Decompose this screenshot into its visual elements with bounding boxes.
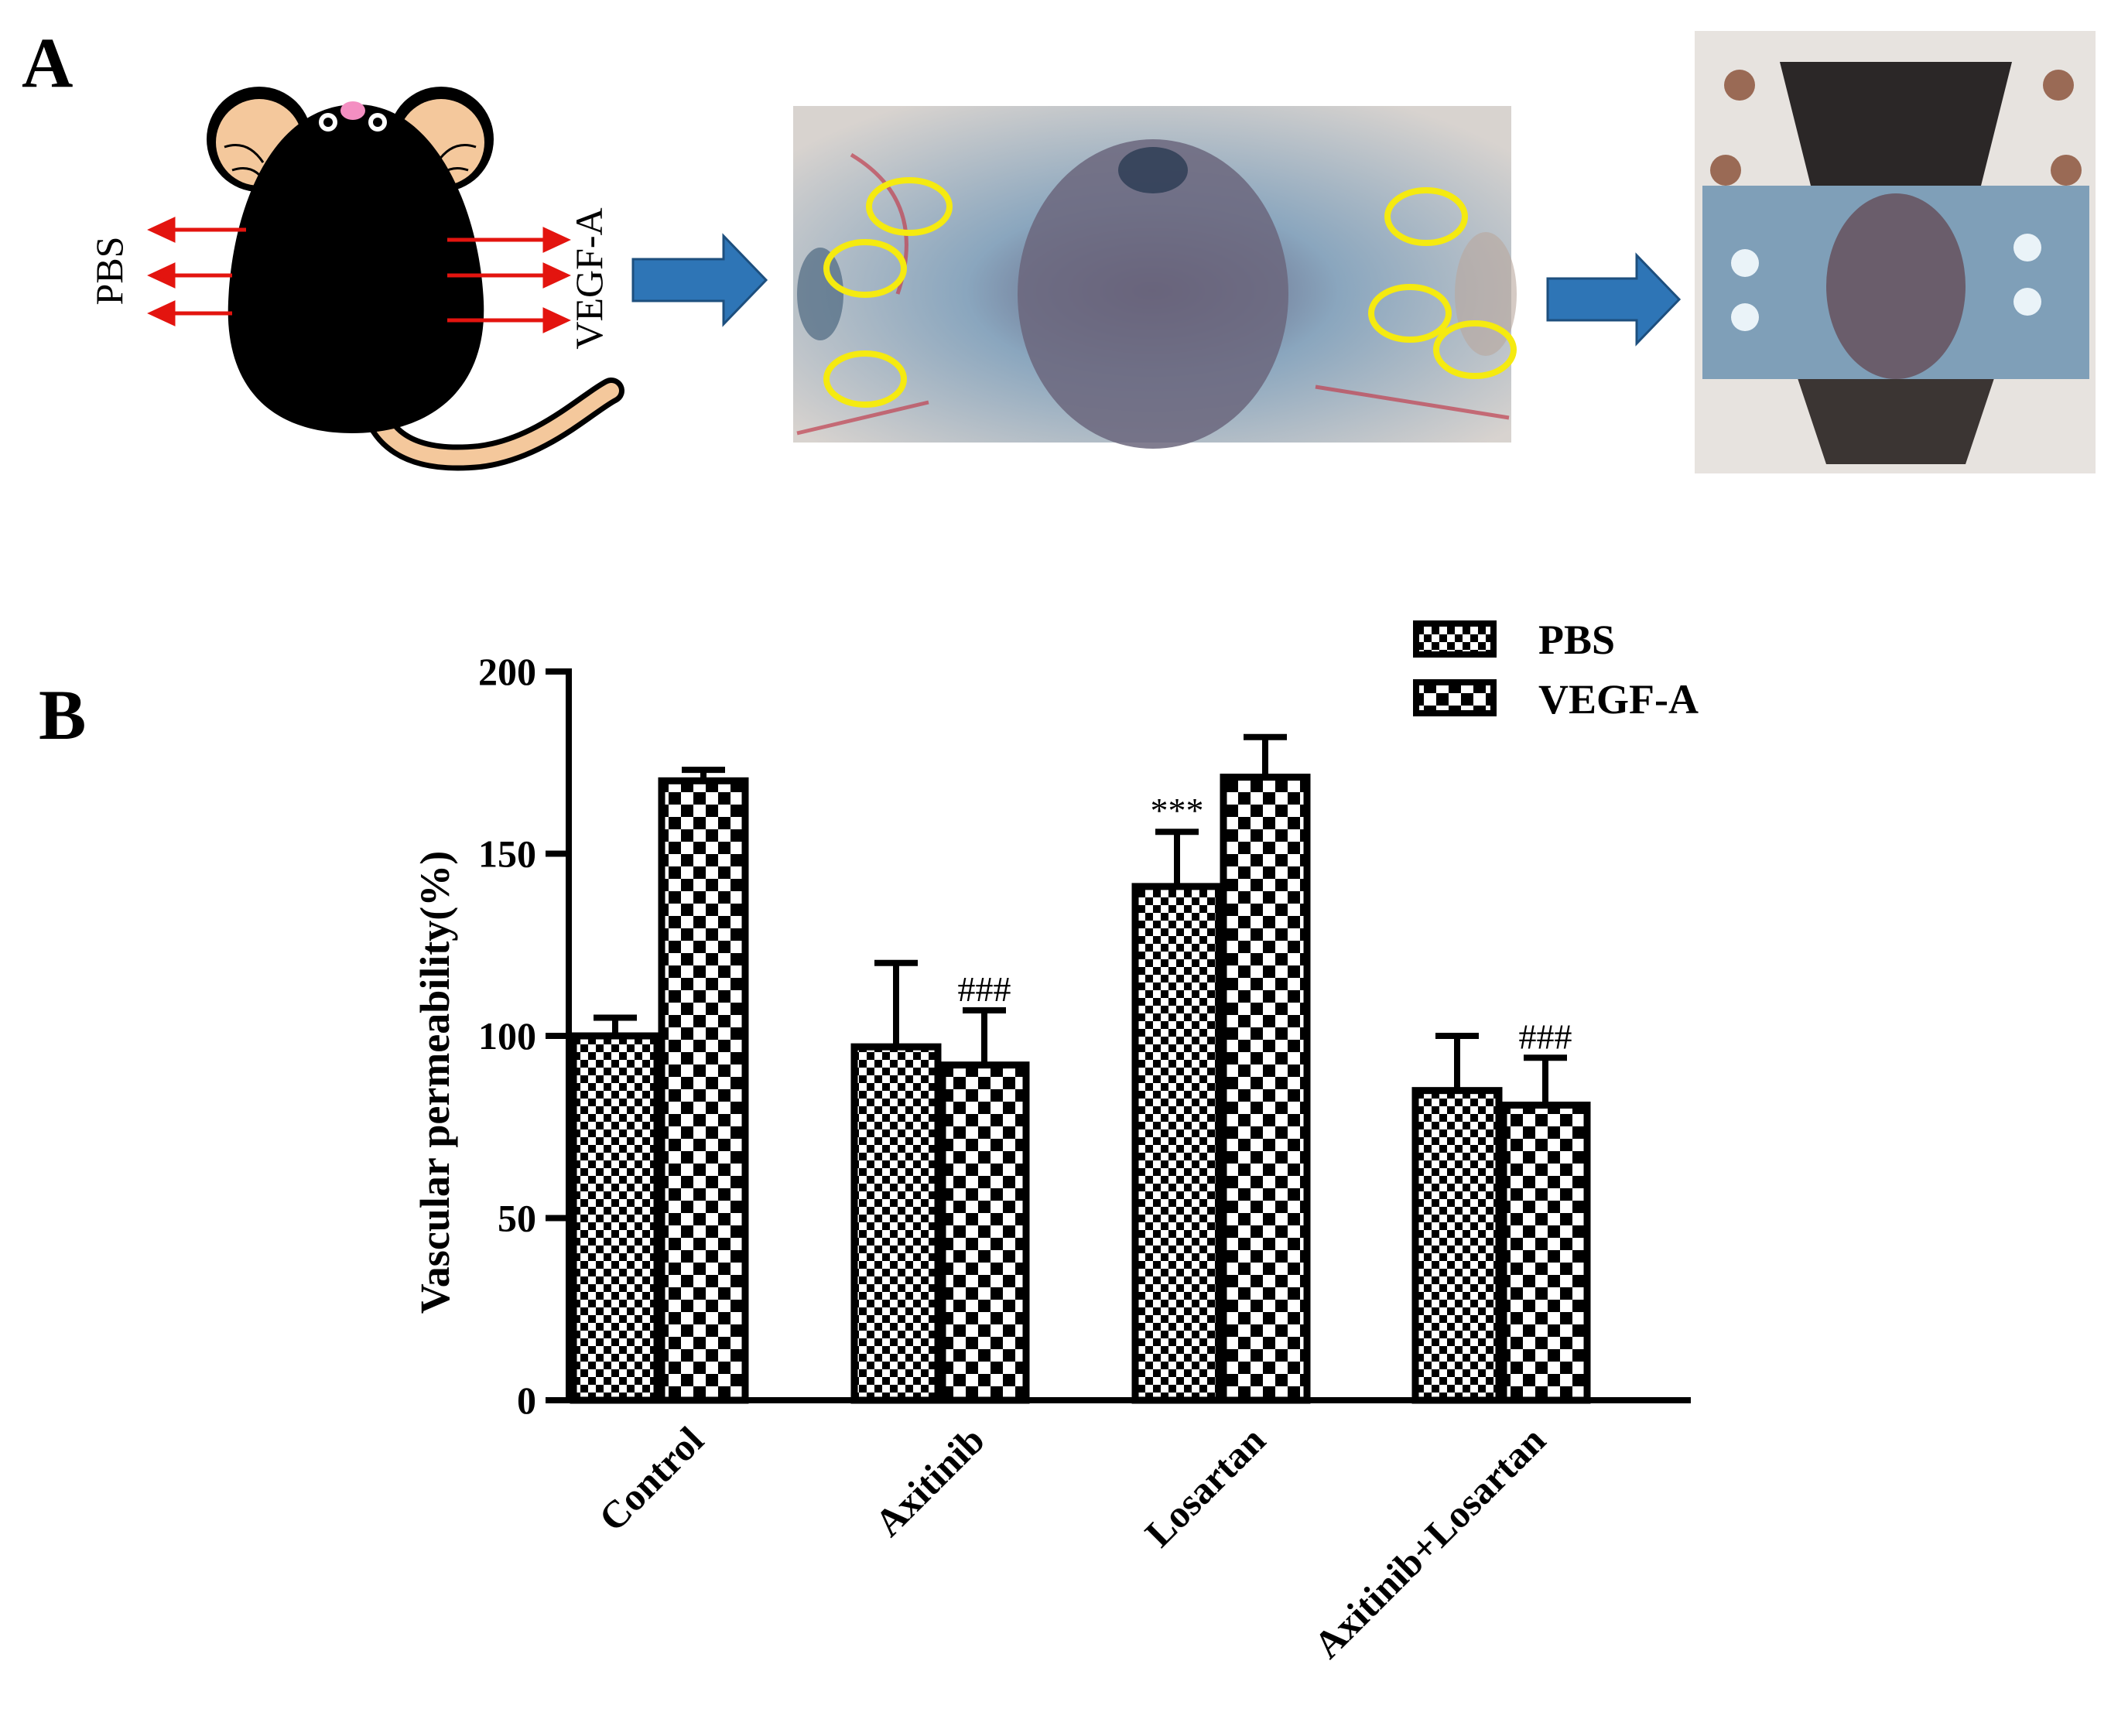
- legend-swatch-pbs: [1413, 620, 1497, 658]
- bar-pbs-axitinib-losartan: [1411, 1087, 1503, 1404]
- x-tick-label: Losartan: [1137, 1418, 1274, 1555]
- injection-site-circle: [866, 177, 953, 236]
- vegf-side-label: VEGF-A: [567, 207, 611, 349]
- y-tick-label: 50: [498, 1197, 536, 1240]
- x-tick-label: Control: [590, 1418, 712, 1540]
- bars: [570, 733, 1591, 1404]
- pbs-side-label: PBS: [87, 237, 131, 306]
- y-ticks: 0 50 100 150 200: [478, 650, 569, 1422]
- legend-swatch-vegf: [1413, 679, 1497, 716]
- injection-site-circle: [823, 350, 907, 408]
- mouse-body: [228, 104, 484, 434]
- x-tick-labels: Control Axitinib Losartan Axitinib+Losartan: [590, 1418, 1554, 1666]
- significance-annotation: ***: [1151, 791, 1204, 830]
- punched-skin-photo: [1695, 31, 2096, 473]
- y-tick-label: 0: [517, 1379, 536, 1422]
- mouse-nose: [340, 101, 365, 120]
- mouse-illustration: [207, 87, 624, 471]
- pbs-arrows: [147, 217, 246, 326]
- bar-vegf-a-losartan: [1220, 774, 1311, 1404]
- legend: PBS VEGF-A: [1413, 617, 1699, 723]
- y-tick-label: 100: [478, 1014, 536, 1058]
- annotations: *** ### ###: [958, 791, 1572, 1056]
- legend-label-vegf: VEGF-A: [1538, 676, 1699, 723]
- bar-vegf-a-control: [658, 777, 749, 1404]
- bar-vegf-a-axitinib-losartan: [1500, 1101, 1591, 1404]
- bar-pbs-losartan: [1131, 883, 1223, 1404]
- bar-vegf-a-axitinib: [939, 1061, 1030, 1404]
- bar-chart: 0 50 100 150 200 Control Axitinib Losartan Axit…: [412, 650, 1691, 1666]
- y-tick-label: 150: [478, 832, 536, 876]
- injection-site-circle: [823, 239, 907, 298]
- panel-b-letter: B: [39, 675, 86, 754]
- legend-label-pbs: PBS: [1538, 617, 1615, 663]
- skin-photo: [793, 106, 1517, 449]
- injection-site-circle: [1368, 284, 1452, 343]
- x-tick-label: Axitinib: [866, 1418, 992, 1544]
- bar-pbs-control: [570, 1032, 661, 1404]
- flow-arrow-1: [631, 233, 768, 327]
- panel-a-letter: A: [22, 23, 73, 102]
- significance-annotation: ###: [958, 969, 1011, 1009]
- significance-annotation: ###: [1519, 1017, 1572, 1056]
- flow-arrow-2: [1546, 252, 1682, 347]
- bar-pbs-axitinib: [850, 1043, 942, 1404]
- vegf-arrows: [447, 227, 571, 333]
- y-axis-label: Vascular permeability(%): [412, 851, 458, 1314]
- injection-site-circle: [1433, 320, 1517, 379]
- y-tick-label: 200: [478, 650, 536, 693]
- x-tick-label: Axitinib+Losartan: [1305, 1418, 1554, 1666]
- injection-site-circle: [1384, 187, 1468, 246]
